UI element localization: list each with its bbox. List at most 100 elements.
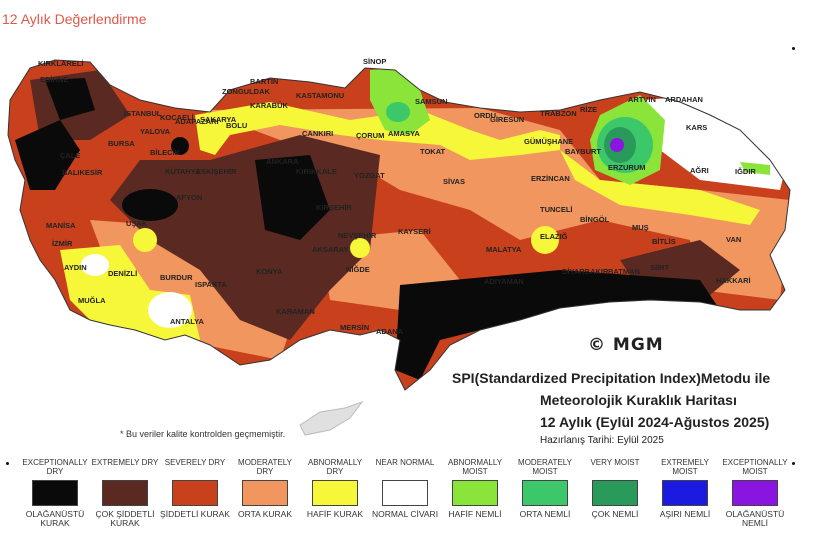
city-mugla: MUĞLA — [78, 296, 106, 305]
city-karaman: KARAMAN — [276, 307, 315, 316]
city-mus: MUŞ — [632, 223, 649, 232]
city-kocaeli: KOCAELİ — [160, 113, 194, 122]
region-abnormally-moist-samsun — [370, 68, 430, 135]
city-isparta: ISPARTA — [195, 280, 227, 289]
legend-tr: OLAĞANÜSTÜ KURAK — [25, 509, 85, 528]
city-mersin: MERSİN — [340, 323, 369, 332]
region-near-normal-antalya — [148, 292, 192, 328]
city-hakkari: HAKKARİ — [716, 276, 751, 285]
city-edirne: EDİRNE — [40, 75, 68, 84]
legend-swatch — [732, 480, 778, 506]
corner-dot — [6, 462, 9, 465]
city-tunceli: TUNCELİ — [540, 205, 573, 214]
corner-dot — [792, 47, 795, 50]
legend-en: ABNORMALLY MOIST — [447, 458, 503, 476]
legend-item: VERY MOIST ÇOK NEMLİ — [580, 458, 650, 519]
city-sakarya: SAKARYA — [200, 115, 237, 124]
city-afyon: AFYON — [176, 193, 202, 202]
legend-en: EXCEPTIONALLY DRY — [22, 458, 88, 476]
map-date: Hazırlanış Tarihi: Eylül 2025 — [540, 435, 664, 446]
region-abnormally-moist-igdir — [740, 162, 770, 175]
legend-swatch — [382, 480, 428, 506]
city-eskisehir: ESKİŞEHİR — [196, 167, 237, 176]
legend-tr: ŞİDDETLİ KURAK — [160, 509, 230, 519]
city-adana: ADANA — [376, 327, 404, 336]
region-abnormally-dry-northeast — [560, 150, 760, 225]
legend-tr: HAFİF KURAK — [306, 509, 364, 519]
legend-tr: NORMAL CİVARI — [371, 509, 439, 519]
city-bursa: BURSA — [108, 139, 135, 148]
city-zonguldak: ZONGULDAK — [222, 87, 270, 96]
legend-en: EXTREMELY MOIST — [661, 458, 709, 476]
legend-tr: ÇOK ŞİDDETLİ KURAK — [95, 509, 155, 528]
city-amasya: AMASYA — [388, 129, 420, 138]
city-labels: KIRKLARELİ EDİRNE İSTANBUL BARTIN ZONGUL… — [38, 57, 756, 336]
map-title-block: SPI(Standardized Precipitation Index)Met… — [452, 367, 812, 446]
turkey-map-svg: KIRKLARELİ EDİRNE İSTANBUL BARTIN ZONGUL… — [7, 57, 791, 436]
city-kirsehir: KIRŞEHİR — [316, 203, 352, 212]
city-igdir: IĞDIR — [735, 167, 756, 176]
region-moderately-moist-samsun — [386, 102, 410, 122]
legend-swatch — [102, 480, 148, 506]
city-konya: KONYA — [256, 267, 283, 276]
city-burdur: BURDUR — [160, 273, 193, 282]
city-balikesir: BALIKESİR — [62, 168, 103, 177]
corner-dot — [792, 462, 795, 465]
legend-item: ABNORMALLY DRY HAFİF KURAK — [300, 458, 370, 519]
legend-tr: AŞIRI NEMLİ — [659, 509, 711, 519]
legend-item: NEAR NORMAL NORMAL CİVARI — [370, 458, 440, 519]
city-bitlis: BİTLİS — [652, 237, 676, 246]
legend-item: EXTREMELY MOIST AŞIRI NEMLİ — [650, 458, 720, 519]
city-van: VAN — [726, 235, 741, 244]
coastline — [7, 59, 791, 391]
city-bartin: BARTIN — [250, 77, 278, 86]
city-kars: KARS — [686, 123, 707, 132]
city-kayseri: KAYSERİ — [398, 227, 431, 236]
city-istanbul: İSTANBUL — [124, 109, 162, 118]
city-siirt: SİİRT — [650, 263, 670, 272]
legend-tr: ORTA NEMLİ — [519, 509, 571, 519]
city-artvin: ARTVİN — [628, 95, 656, 104]
region-exceptionally-dry-marmara — [15, 120, 80, 190]
city-elazig: ELAZIĞ — [540, 232, 568, 241]
city-giresun: GİRESUN — [490, 115, 524, 124]
city-sinop: SİNOP — [363, 57, 386, 66]
map-title-line2: Meteorolojik Kuraklık Haritası — [540, 392, 737, 408]
legend-swatch — [32, 480, 78, 506]
map-title-line3: 12 Aylık (Eylül 2024-Ağustos 2025) — [540, 414, 770, 430]
city-erzurum: ERZURUM — [608, 163, 646, 172]
region-near-normal-aydin — [81, 254, 109, 276]
city-sivas: SİVAS — [443, 177, 465, 186]
city-karabuk: KARABÜK — [250, 101, 288, 110]
legend-en: VERY MOIST — [590, 458, 640, 467]
city-diyarbakir: DİYARBAKIR — [562, 267, 609, 276]
region-exceptionally-dry-thrace — [45, 78, 95, 120]
region-abnormally-dry-usak — [133, 228, 157, 252]
legend-tr: ORTA KURAK — [237, 509, 292, 519]
region-exceptionally-dry-south — [395, 270, 720, 380]
legend-en: NEAR NORMAL — [375, 458, 435, 467]
legend-en: EXCEPTIONALLY MOIST — [722, 458, 788, 476]
legend-item: MODERATELY DRY ORTA KURAK — [230, 458, 300, 519]
map-credit: © MGM — [588, 335, 664, 355]
city-izmir: İZMİR — [52, 239, 73, 248]
city-nevsehir: NEVŞEHİR — [338, 231, 377, 240]
city-manisa: MANİSA — [46, 221, 76, 230]
legend-tr: OLAĞANÜSTÜ NEMLİ — [725, 509, 785, 528]
city-usak: UŞAK — [126, 219, 148, 228]
legend-item: MODERATELY MOIST ORTA NEMLİ — [510, 458, 580, 519]
legend-item: EXTREMELY DRY ÇOK ŞİDDETLİ KURAK — [90, 458, 160, 528]
city-rize: RİZE — [580, 105, 597, 114]
city-agri: AĞRI — [690, 166, 709, 175]
legend-swatch — [592, 480, 638, 506]
city-corum: ÇORUM — [356, 131, 384, 140]
city-kastamonu: KASTAMONU — [296, 91, 344, 100]
legend-swatch — [662, 480, 708, 506]
city-kirikkale: KIRIKKALE — [296, 167, 337, 176]
legend-en: ABNORMALLY DRY — [307, 458, 363, 476]
region-exceptionally-dry-kutahya — [122, 189, 178, 221]
region-abnormally-dry-nevsehir — [350, 238, 370, 258]
city-aydin: AYDIN — [64, 263, 87, 272]
city-cale: ÇALE — [60, 151, 80, 160]
city-trabzon: TRABZON — [540, 109, 577, 118]
